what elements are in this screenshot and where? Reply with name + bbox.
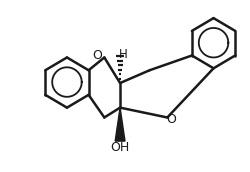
Text: OH: OH	[110, 142, 130, 154]
Text: H: H	[119, 48, 128, 61]
Text: O: O	[92, 49, 102, 62]
Text: O: O	[166, 113, 176, 126]
Polygon shape	[115, 108, 125, 141]
